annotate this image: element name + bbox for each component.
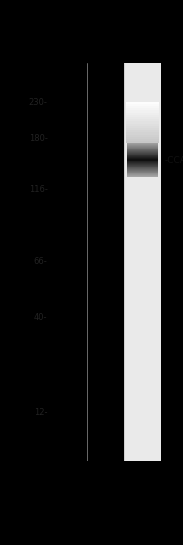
- Text: 116-: 116-: [29, 185, 48, 195]
- Bar: [124, 63, 161, 461]
- Text: 180-: 180-: [29, 134, 48, 143]
- Text: 12-: 12-: [34, 408, 48, 417]
- Text: 40-: 40-: [34, 313, 48, 322]
- Text: 66-: 66-: [34, 257, 48, 266]
- Text: -CCAR2: -CCAR2: [165, 156, 183, 165]
- Text: 230-: 230-: [29, 98, 48, 107]
